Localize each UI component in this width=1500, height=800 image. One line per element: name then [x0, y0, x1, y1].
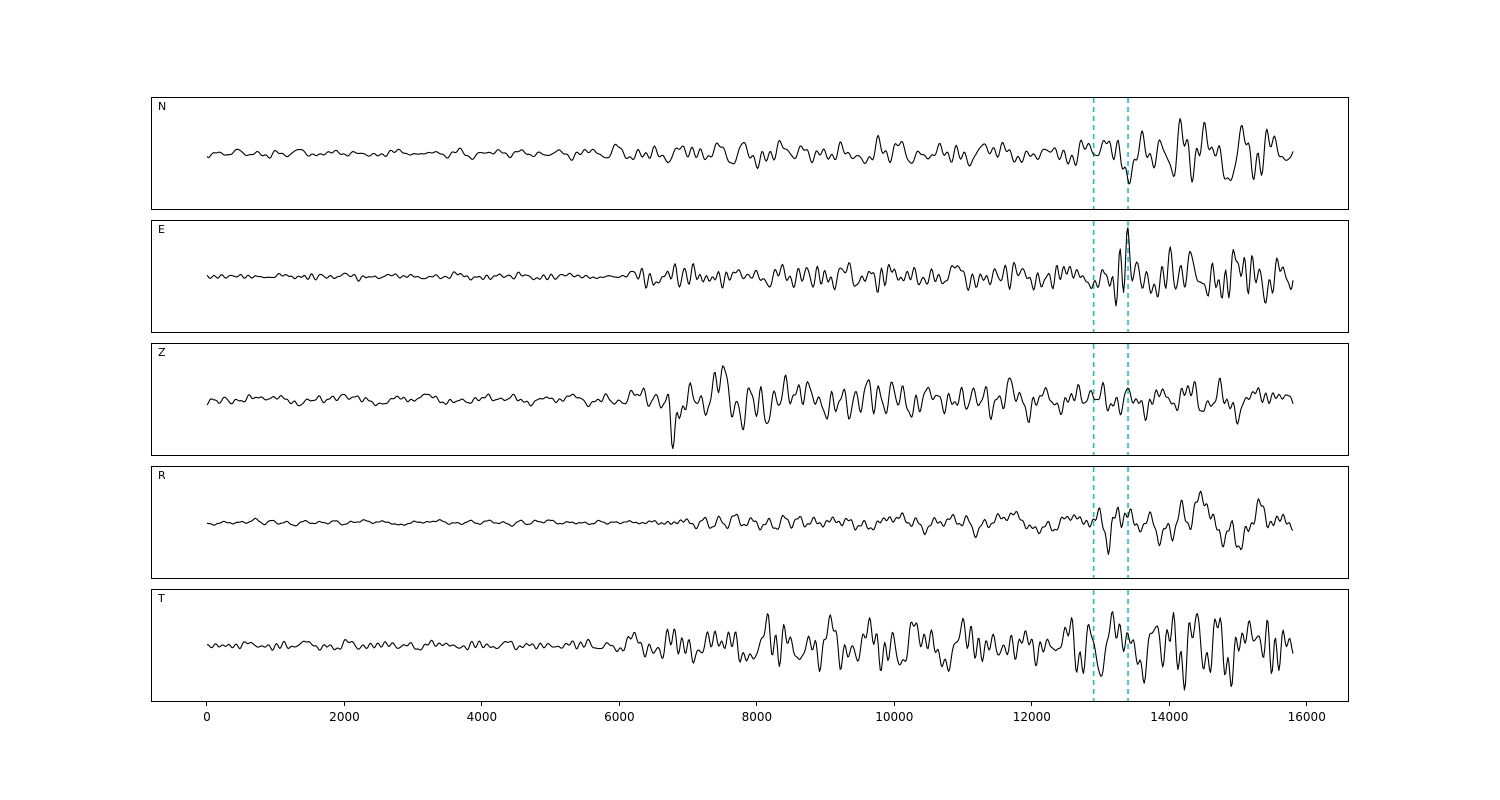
x-tick-mark — [206, 702, 208, 706]
x-tick-label: 16000 — [1287, 710, 1326, 724]
waveform-panel-z: Z — [151, 343, 1349, 456]
x-tick-label: 10000 — [875, 710, 914, 724]
channel-label: N — [158, 100, 167, 113]
x-tick-label: 12000 — [1012, 710, 1051, 724]
x-tick-label: 6000 — [604, 710, 635, 724]
x-tick-label: 2000 — [329, 710, 360, 724]
x-tick-mark — [756, 702, 758, 706]
waveform-svg — [206, 221, 1294, 332]
channel-label: T — [158, 592, 165, 605]
waveform-trace — [206, 365, 1294, 450]
waveform-panel-t: T — [151, 589, 1349, 702]
x-tick-mark — [1306, 702, 1308, 706]
waveform-svg — [206, 98, 1294, 209]
waveform-trace — [206, 227, 1294, 307]
waveform-trace — [206, 117, 1294, 185]
x-tick-mark — [618, 702, 620, 706]
x-axis: 0 2000 4000 6000 8000 10000 12000 14000 16000 — [152, 702, 1348, 736]
waveform-panel-e: E — [151, 220, 1349, 333]
x-tick-label: 14000 — [1150, 710, 1189, 724]
x-tick-label: 8000 — [741, 710, 773, 724]
axes: N E Z R T — [151, 97, 1349, 702]
x-tick-label: 0 — [203, 710, 211, 724]
channel-label: E — [158, 223, 165, 236]
channel-label: Z — [158, 346, 166, 359]
waveform-panel-n: N — [151, 97, 1349, 210]
x-tick-mark — [1031, 702, 1033, 706]
waveform-panel-r: R — [151, 466, 1349, 579]
waveform-svg — [206, 467, 1294, 578]
waveform-svg — [206, 590, 1294, 701]
x-tick-mark — [1168, 702, 1170, 706]
waveform-trace — [206, 490, 1294, 555]
channel-label: R — [158, 469, 166, 482]
x-tick-mark — [481, 702, 483, 706]
x-tick-mark — [893, 702, 895, 706]
x-tick-mark — [343, 702, 345, 706]
x-tick-label: 4000 — [466, 710, 498, 724]
waveform-trace — [206, 611, 1294, 691]
waveform-svg — [206, 344, 1294, 455]
